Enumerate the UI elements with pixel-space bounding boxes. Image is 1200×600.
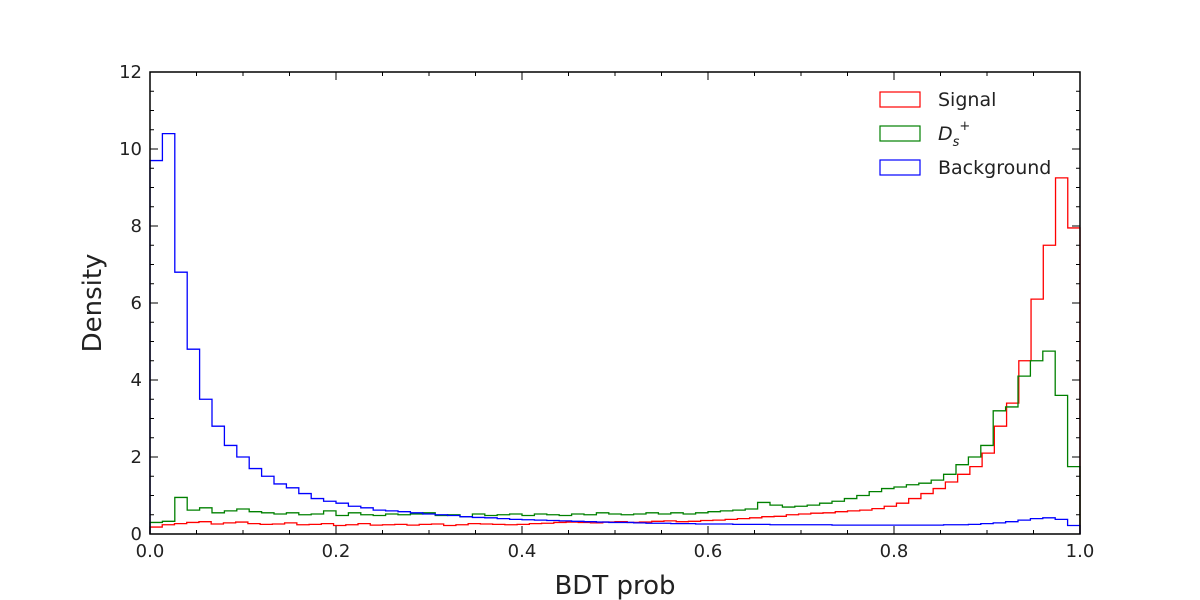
legend-label-signal: Signal <box>938 89 996 111</box>
tick-layer: 0.0 0.2 0.4 0.6 0.8 1.0 0 2 4 6 8 10 12 <box>119 62 1094 562</box>
y-tick-label: 2 <box>131 447 142 468</box>
legend: Signal Ds+ Background <box>879 89 1051 179</box>
legend-label-background: Background <box>938 157 1051 179</box>
series-ds--step <box>149 350 1081 534</box>
series-layer <box>149 132 1081 534</box>
legend-ds-subscript: s <box>953 135 960 150</box>
x-axis-title: BDT prob <box>554 571 675 600</box>
x-tick-label: 1.0 <box>1066 541 1095 562</box>
legend-swatch-background <box>879 159 921 176</box>
legend-swatch-ds-plus <box>879 125 921 142</box>
y-tick-label: 10 <box>119 139 142 160</box>
x-tick-label: 0.8 <box>880 541 909 562</box>
legend-label-ds-plus: Ds+ <box>938 119 970 150</box>
legend-ds-superscript: + <box>959 119 970 134</box>
legend-swatch-signal <box>879 91 921 108</box>
y-tick-label: 12 <box>119 62 142 83</box>
plot-frame <box>149 71 1081 535</box>
y-tick-label: 8 <box>131 216 142 237</box>
x-tick-label: 0.4 <box>508 541 537 562</box>
x-tick-label: 0.2 <box>322 541 351 562</box>
x-tick-label: 0.0 <box>136 541 165 562</box>
y-tick-label: 4 <box>131 370 142 391</box>
legend-ds-main: D <box>938 123 953 145</box>
y-tick-label: 6 <box>131 293 142 314</box>
y-axis-title: Density <box>78 254 108 353</box>
y-tick-label: 0 <box>131 524 142 545</box>
series-background-step <box>149 132 1081 534</box>
x-tick-label: 0.6 <box>694 541 723 562</box>
